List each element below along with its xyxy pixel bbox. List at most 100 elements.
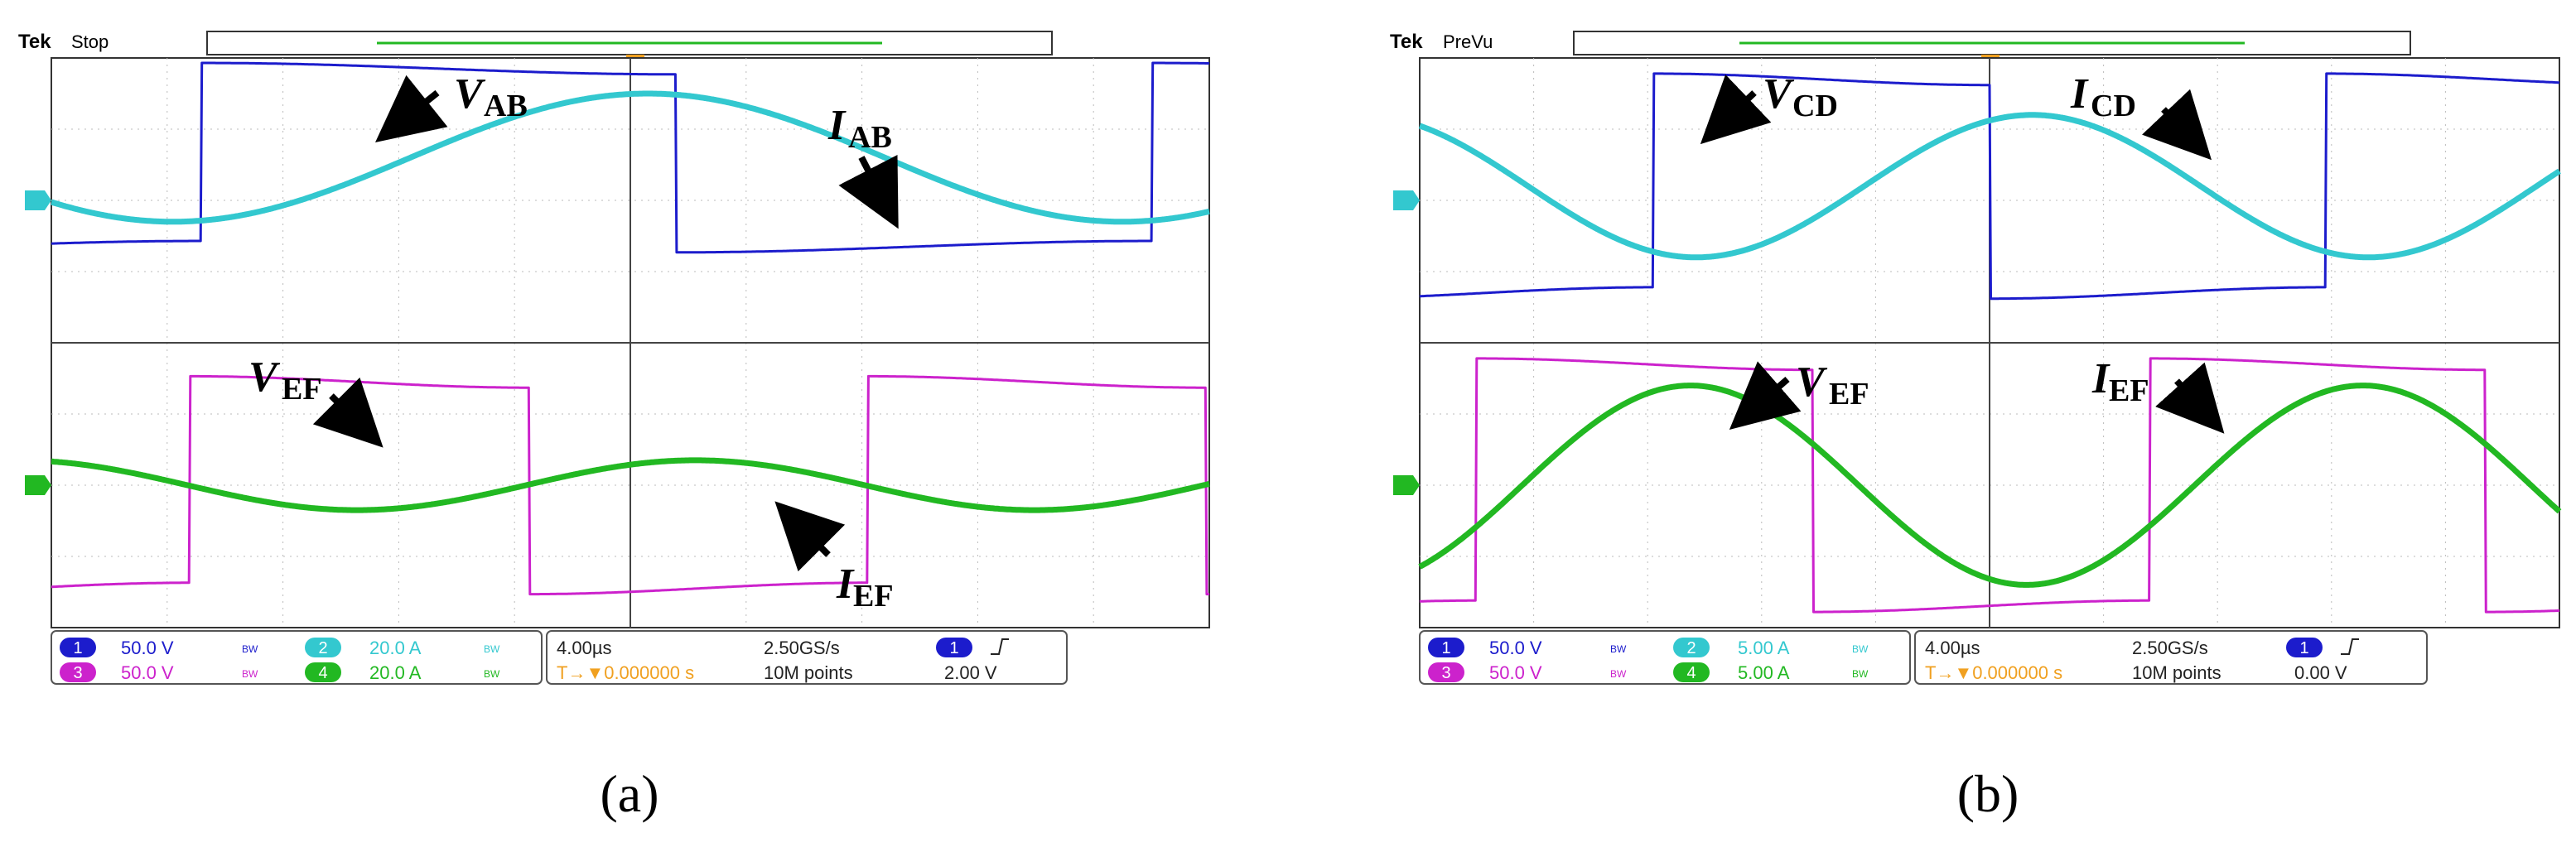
record-length: 10M points: [2132, 662, 2221, 683]
arrow-icd: [2141, 89, 2212, 161]
svg-text:V: V: [248, 354, 281, 401]
trace-vab: [51, 61, 1209, 254]
trace-ief: [50, 457, 1211, 513]
acq-status: Stop: [71, 31, 109, 52]
trigger-position: T→▼0.000000 s: [1925, 662, 2062, 683]
ch1-scale: 50.0 V: [121, 638, 174, 658]
svg-text:2: 2: [318, 639, 327, 657]
caption-a: (a): [600, 764, 658, 823]
arrow-ief-b: [2155, 362, 2225, 434]
label-vab: V AB: [375, 70, 528, 142]
svg-text:3: 3: [1441, 664, 1450, 682]
svg-text:1: 1: [73, 639, 82, 657]
scope-panel-a: Tek Stop T V AB I AB V EF I EF: [18, 31, 1211, 823]
ch1-bw: BW: [242, 643, 258, 655]
ch4-bw: BW: [484, 668, 500, 680]
label-iab: I AB: [827, 102, 899, 229]
svg-text:1: 1: [1441, 639, 1450, 657]
arrow-ief-a: [774, 501, 846, 572]
trace-vef: [1419, 357, 2559, 614]
svg-text:1: 1: [949, 639, 958, 657]
waveform-traces: [50, 61, 1211, 596]
timebase-readout-box: 4.00µs T→▼0.000000 s 2.50GS/s 10M points…: [546, 630, 1068, 685]
trace-iab: [50, 90, 1211, 225]
svg-text:I: I: [827, 102, 847, 149]
svg-text:V: V: [1796, 359, 1828, 406]
scope-panel-b: Tek PreVu T V CD I CD V EF I EF: [1390, 31, 2562, 823]
trigger-position: T→▼0.000000 s: [557, 662, 694, 683]
svg-text:AB: AB: [484, 89, 528, 123]
svg-text:4: 4: [1686, 664, 1696, 682]
channel-readout-box: 1 50.0 V BW 3 50.0 V BW 2 20.0 A BW 4 20…: [51, 630, 543, 685]
ch1-bw: BW: [1610, 643, 1627, 655]
svg-text:V: V: [1763, 70, 1795, 118]
graticule-grid: [25, 58, 1209, 628]
ch3-badge: [1428, 662, 1464, 682]
svg-text:CD: CD: [1792, 89, 1838, 123]
acq-status: PreVu: [1443, 31, 1493, 52]
ch4-ground-marker: [25, 475, 51, 495]
label-vef-b: V EF: [1729, 359, 1869, 430]
ch3-scale: 50.0 V: [121, 662, 174, 683]
svg-text:AB: AB: [848, 120, 892, 155]
brand-label: Tek: [18, 31, 51, 53]
svg-text:1: 1: [2299, 639, 2308, 657]
trace-icd: [1418, 112, 2561, 261]
svg-text:2: 2: [1686, 639, 1696, 657]
label-vef-a: V EF: [248, 354, 384, 448]
svg-text:I: I: [2091, 355, 2110, 402]
trace-ief: [1418, 383, 2562, 588]
trigger-level: 0.00 V: [2294, 662, 2347, 683]
trace-vef: [51, 374, 1209, 596]
svg-text:4: 4: [318, 664, 327, 682]
trigger-level: 2.00 V: [944, 662, 997, 683]
trigger-source-badge: [936, 638, 972, 657]
caption-b: (b): [1957, 764, 2019, 823]
ch2-ground-marker: [1393, 190, 1420, 210]
svg-text:I: I: [836, 561, 855, 608]
ch2-scale: 5.00 A: [1738, 638, 1790, 658]
timebase-readout-box: 4.00µs T→▼0.000000 s 2.50GS/s 10M points…: [1914, 630, 2428, 685]
trace-vcd: [1419, 72, 2560, 301]
svg-text:EF: EF: [853, 579, 894, 614]
ch4-badge: [305, 662, 341, 682]
arrow-vab: [375, 75, 448, 142]
ch4-scale: 5.00 A: [1738, 662, 1790, 683]
svg-text:I: I: [2070, 70, 2089, 118]
svg-text:V: V: [454, 70, 486, 118]
ch1-badge: [60, 638, 96, 657]
arrow-iab: [838, 154, 899, 229]
arrow-vef-a: [312, 377, 384, 448]
ch4-badge: [1673, 662, 1710, 682]
sample-rate: 2.50GS/s: [764, 638, 840, 658]
timebase: 4.00µs: [557, 638, 612, 658]
arrow-vef-b: [1729, 361, 1802, 430]
record-length: 10M points: [764, 662, 853, 683]
rising-edge-icon: [991, 638, 1009, 655]
ch4-scale: 20.0 A: [369, 662, 422, 683]
label-vcd: V CD: [1700, 70, 1838, 145]
svg-text:CD: CD: [2091, 89, 2136, 123]
brand-label: Tek: [1390, 31, 1423, 53]
svg-text:3: 3: [73, 664, 82, 682]
ch3-badge: [60, 662, 96, 682]
label-ief-b: I EF: [2091, 355, 2225, 434]
waveform-traces: [1418, 72, 2562, 614]
ch3-bw: BW: [1610, 668, 1627, 680]
label-icd: I CD: [2070, 70, 2212, 161]
ch2-scale: 20.0 A: [369, 638, 422, 658]
trigger-source-badge: [2286, 638, 2323, 657]
svg-text:EF: EF: [1829, 377, 1869, 412]
svg-text:EF: EF: [2109, 373, 2149, 408]
ch1-scale: 50.0 V: [1489, 638, 1542, 658]
timebase: 4.00µs: [1925, 638, 1980, 658]
ch3-scale: 50.0 V: [1489, 662, 1542, 683]
rising-edge-icon: [2341, 638, 2359, 655]
channel-readout-box: 1 50.0 V BW 3 50.0 V BW 2 5.00 A BW 4 5.…: [1419, 630, 1911, 685]
ch4-ground-marker: [1393, 475, 1420, 495]
ch2-ground-marker: [25, 190, 51, 210]
svg-text:EF: EF: [282, 372, 322, 407]
ch2-bw: BW: [1852, 643, 1869, 655]
ch4-bw: BW: [1852, 668, 1869, 680]
